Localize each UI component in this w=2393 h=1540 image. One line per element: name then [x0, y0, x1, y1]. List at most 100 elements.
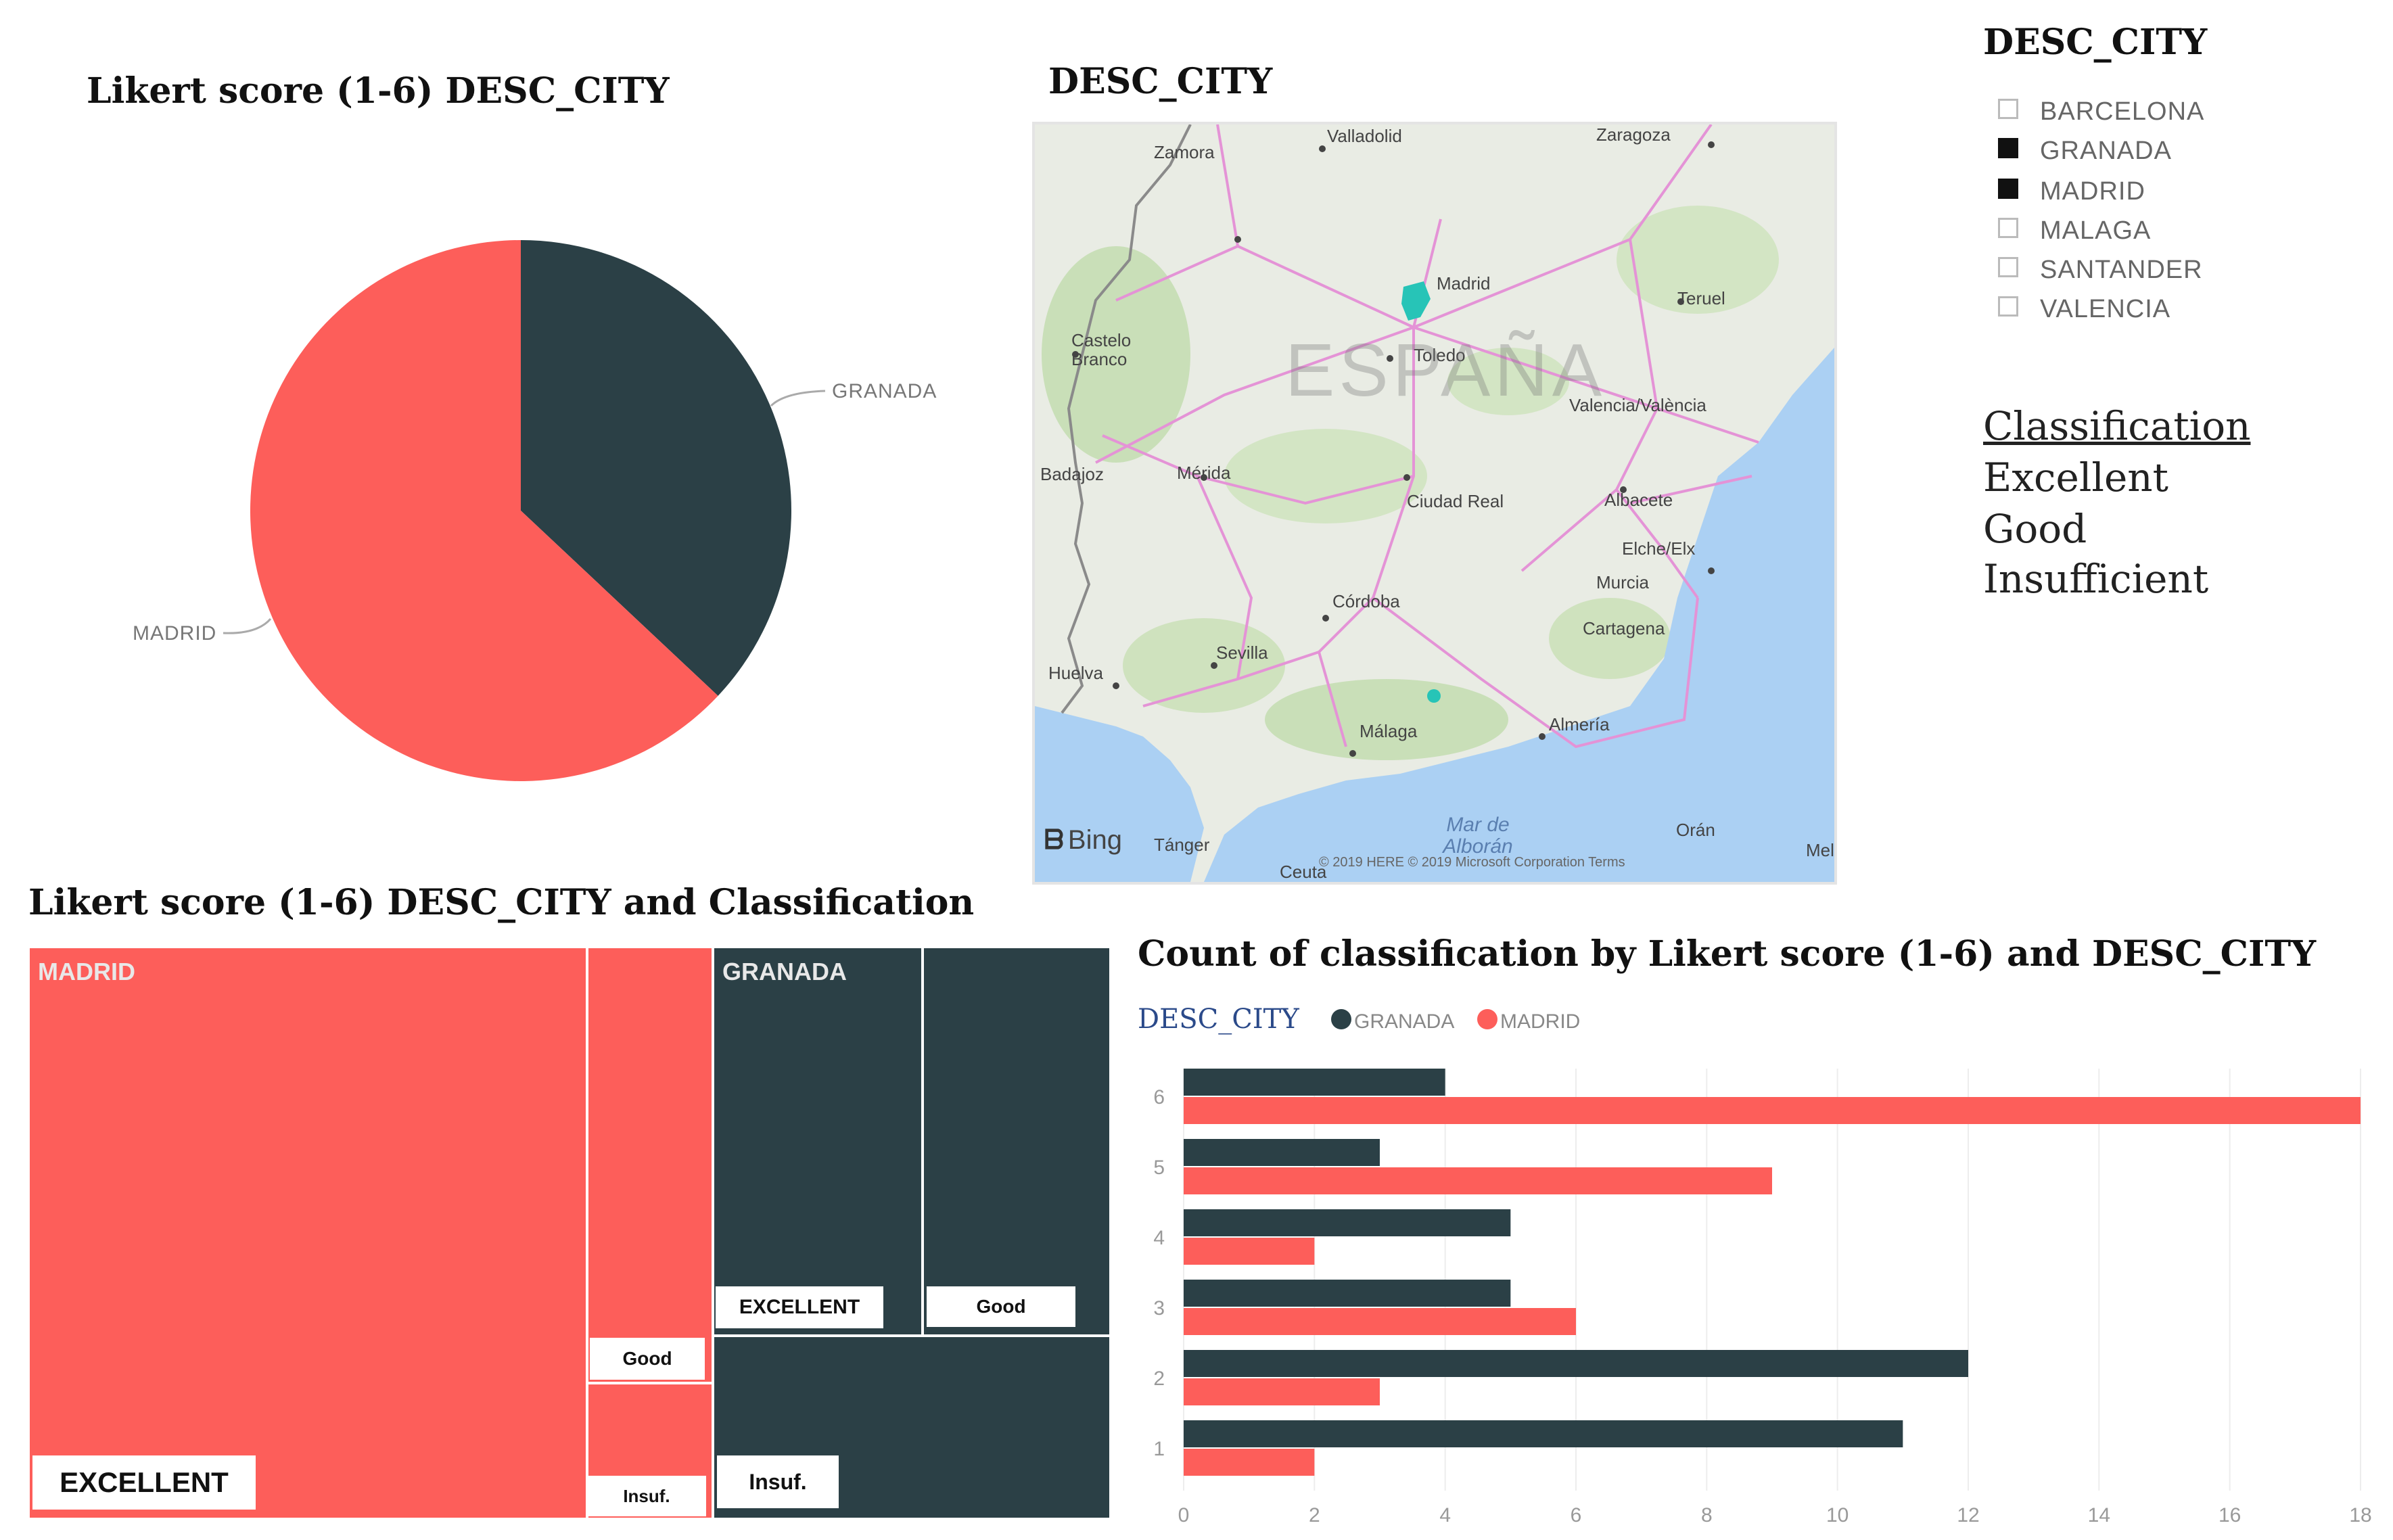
slicer-item-malaga[interactable]: MALAGA: [2040, 216, 2152, 245]
bar-granada-4[interactable]: [1184, 1209, 1511, 1236]
x-tick-label: 12: [1957, 1504, 1979, 1526]
bar-madrid-1[interactable]: [1184, 1449, 1315, 1476]
slicer-checkbox[interactable]: [1998, 138, 2018, 158]
classification-legend-title: Classification: [1983, 403, 2251, 449]
bar-granada-1[interactable]: [1184, 1420, 1903, 1447]
bar-madrid-5[interactable]: [1184, 1167, 1772, 1194]
treemap-label: EXCELLENT: [716, 1286, 883, 1328]
map-city-label: Mérida: [1177, 463, 1231, 483]
legend-swatch-granada: [1331, 1009, 1351, 1029]
pie-label-granada: GRANADA: [832, 380, 937, 402]
bar-granada-2[interactable]: [1184, 1350, 1968, 1377]
treemap-granada-excellent[interactable]: [713, 947, 923, 1336]
treemap-madrid-good[interactable]: [587, 947, 713, 1383]
x-tick-label: 8: [1701, 1504, 1713, 1526]
pie-chart: [223, 240, 826, 781]
map-city-label: Murcia: [1596, 572, 1650, 592]
treemap-label: Insuf.: [717, 1455, 839, 1508]
pie-chart-title: Likert score (1-6) DESC_CITY: [87, 70, 670, 112]
map-city-label: Cartagena: [1583, 618, 1665, 638]
slicer-checkbox[interactable]: [1998, 257, 2018, 277]
pie-slice-granada[interactable]: [521, 240, 791, 696]
bar-granada-3[interactable]: [1184, 1280, 1511, 1307]
slicer-checkbox[interactable]: [1998, 218, 2018, 238]
map-city-label: Ciudad Real: [1407, 491, 1504, 511]
map-city-label: Castelo Branco: [1071, 330, 1132, 369]
y-tick-label: 3: [1153, 1297, 1165, 1320]
map-city-label: Valencia/València: [1569, 395, 1706, 415]
map-view[interactable]: Valladolid Zaragoza Zamora Madrid Teruel…: [1032, 122, 1837, 885]
map-city-label: Zaragoza: [1596, 124, 1671, 145]
slicer-checkbox[interactable]: [1998, 99, 2018, 119]
map-city-label: Teruel: [1677, 288, 1725, 308]
legend-swatch-madrid: [1477, 1009, 1497, 1029]
slicer-item-santander[interactable]: SANTANDER: [2040, 256, 2203, 284]
map-city-label: Orán: [1676, 820, 1715, 840]
map-city-label: Tánger: [1154, 835, 1210, 855]
y-tick-label: 5: [1153, 1157, 1165, 1179]
classification-legend-item: Insufficient: [1983, 556, 2209, 602]
map-city-label: Mel: [1806, 840, 1834, 860]
map-city-label: Albacete: [1604, 490, 1673, 510]
bar-granada-6[interactable]: [1184, 1069, 1445, 1096]
pie-slice-madrid[interactable]: [250, 240, 718, 781]
map-city-label: Badajoz: [1040, 464, 1104, 484]
y-tick-label: 6: [1153, 1086, 1165, 1109]
map-city-label: Málaga: [1360, 721, 1418, 741]
treemap-madrid-excellent[interactable]: [28, 947, 587, 1519]
legend-label-madrid[interactable]: MADRID: [1500, 1010, 1581, 1033]
bing-logo: ᗷ Bing: [1044, 825, 1122, 856]
bar-chart: 0 2 4 6 8 10 12 14 16 18 6 5 4 3 2 1: [1153, 1069, 2372, 1526]
map-city-label: Valladolid: [1327, 126, 1402, 146]
map-city-label: Ceuta: [1280, 862, 1327, 882]
map-city-label: Elche/Elx: [1622, 538, 1696, 559]
bar-madrid-6[interactable]: [1184, 1097, 2361, 1124]
bar-legend-title: DESC_CITY: [1138, 1004, 1299, 1035]
treemap-label: Insuf.: [587, 1476, 706, 1516]
map-city-label: Zamora: [1154, 142, 1215, 162]
x-tick-label: 0: [1178, 1504, 1190, 1526]
bar-madrid-3[interactable]: [1184, 1308, 1576, 1335]
map-city-label: Sevilla: [1216, 643, 1268, 663]
treemap-label: Good: [590, 1338, 705, 1380]
treemap-title: Likert score (1-6) DESC_CITY and Classif…: [28, 882, 975, 923]
map-country-label: ESPAÑA: [1285, 329, 1606, 412]
bar-madrid-4[interactable]: [1184, 1238, 1315, 1265]
slicer-checkbox[interactable]: [1998, 296, 2018, 317]
x-tick-label: 4: [1439, 1504, 1451, 1526]
treemap-group-label-madrid: MADRID: [38, 958, 135, 985]
x-tick-label: 6: [1571, 1504, 1582, 1526]
bar-madrid-2[interactable]: [1184, 1378, 1380, 1405]
pie-label-madrid: MADRID: [133, 622, 217, 645]
treemap-label: EXCELLENT: [32, 1455, 256, 1510]
treemap-granada-good[interactable]: [923, 947, 1111, 1336]
slicer-checkbox[interactable]: [1998, 179, 2018, 199]
slicer-item-barcelona[interactable]: BARCELONA: [2040, 97, 2205, 126]
bar-chart-title: Count of classification by Likert score …: [1138, 933, 2317, 975]
x-tick-label: 18: [2349, 1504, 2371, 1526]
bing-text: Bing: [1067, 825, 1122, 855]
y-tick-label: 2: [1153, 1368, 1165, 1390]
classification-legend-item: Good: [1983, 506, 2087, 552]
bar-granada-5[interactable]: [1184, 1139, 1380, 1166]
map-city-label: Córdoba: [1332, 591, 1400, 611]
slicer-title: DESC_CITY: [1983, 22, 2208, 63]
map-title: DESC_CITY: [1048, 61, 1273, 102]
map-copyright[interactable]: © 2019 HERE © 2019 Microsoft Corporation…: [1319, 855, 1625, 870]
treemap-label: Good: [927, 1286, 1075, 1327]
map-city-label: Almería: [1549, 714, 1610, 734]
bing-b-icon: ᗷ: [1044, 825, 1064, 855]
x-tick-label: 2: [1309, 1504, 1320, 1526]
map-city-label: Huelva: [1048, 663, 1103, 683]
slicer-item-madrid[interactable]: MADRID: [2040, 177, 2145, 206]
map-city-label: Madrid: [1437, 273, 1491, 294]
slicer-item-valencia[interactable]: VALENCIA: [2040, 295, 2171, 323]
slicer-item-granada[interactable]: GRANADA: [2040, 137, 2172, 165]
legend-label-granada[interactable]: GRANADA: [1354, 1010, 1455, 1033]
y-tick-label: 1: [1153, 1438, 1165, 1460]
treemap: MADRID GRANADA EXCELLENT Good Insuf. EXC…: [28, 947, 1111, 1519]
y-tick-label: 4: [1153, 1227, 1165, 1249]
x-tick-label: 16: [2218, 1504, 2241, 1526]
classification-legend-item: Excellent: [1983, 454, 2168, 500]
map-canvas: [1035, 124, 1834, 882]
